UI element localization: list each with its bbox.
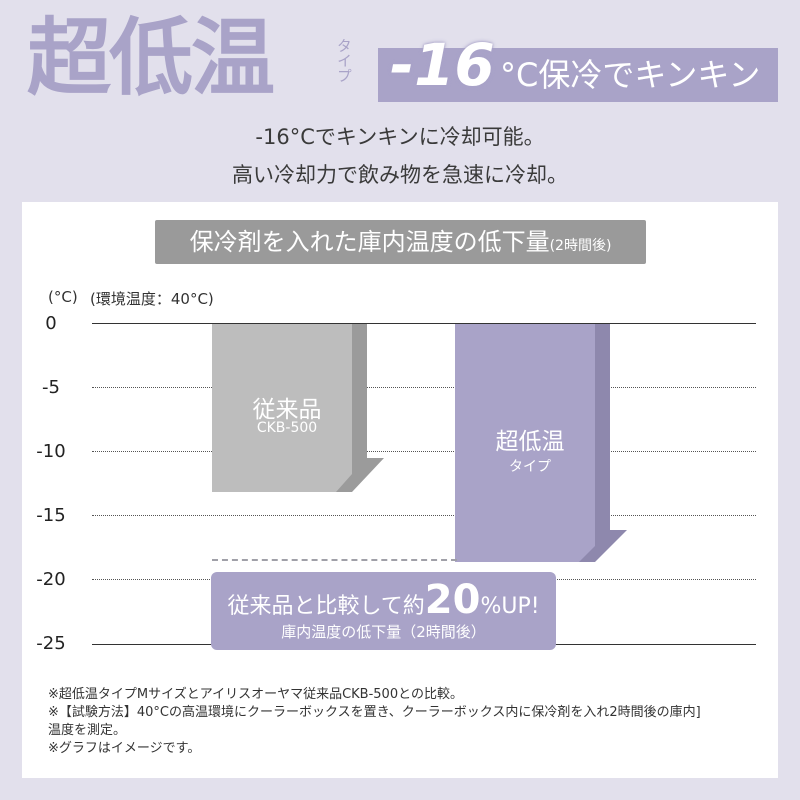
bar-label: 従来品 xyxy=(252,397,322,423)
comparison-callout: 従来品と比較して約20%UP! 庫内温度の低下量（2時間後） xyxy=(211,572,556,650)
bar-ultra-low: 超低温 タイプ xyxy=(455,324,627,562)
callout-number: 20 xyxy=(424,577,481,623)
gridline xyxy=(92,515,756,516)
bar-sublabel: タイプ xyxy=(509,459,551,475)
gridline xyxy=(92,451,756,452)
product-title-suffix: タイプ xyxy=(335,38,353,83)
y-tick: -10 xyxy=(36,441,66,462)
tagline-line1: -16°Cでキンキンに冷却可能。 xyxy=(255,125,545,149)
y-tick: 0 xyxy=(45,313,57,334)
bar-conventional: 従来品 CKB-500 xyxy=(212,324,384,492)
y-tick: -5 xyxy=(42,377,60,398)
footnotes: ※超低温タイプMサイズとアイリスオーヤマ従来品CKB-500との比較。 ※【試験… xyxy=(48,686,701,758)
chart-title: 保冷剤を入れた庫内温度の低下量(2時間後) xyxy=(155,220,646,264)
callout-prefix: 従来品と比較して約 xyxy=(227,594,425,619)
chart-panel xyxy=(22,202,778,778)
gridline xyxy=(92,387,756,388)
y-tick: -20 xyxy=(36,569,66,590)
arrow-down-icon xyxy=(455,324,627,562)
footnote: ※グラフはイメージです。 xyxy=(48,741,201,756)
callout-suffix: %UP! xyxy=(480,594,540,619)
bar-label: 超低温 xyxy=(495,429,565,455)
callout-headline: 従来品と比較して約20%UP! xyxy=(211,580,556,625)
footnote: ※超低温タイプMサイズとアイリスオーヤマ従来品CKB-500との比較。 xyxy=(48,687,463,702)
footnote: ※【試験方法】40°Cの高温環境にクーラーボックスを置き、クーラーボックス内に保… xyxy=(48,705,701,720)
gridline-0 xyxy=(92,323,756,324)
arrow-down-icon xyxy=(212,324,384,492)
comparison-dashed-line xyxy=(212,559,457,561)
bar-sublabel: CKB-500 xyxy=(256,420,318,436)
badge-number: -16 xyxy=(390,31,495,99)
tagline-line2: 高い冷却力で飲み物を急速に冷却。 xyxy=(232,163,568,187)
chart-title-note: (2時間後) xyxy=(549,238,612,254)
environment-temp-note: (環境温度：40°C) xyxy=(90,290,214,308)
y-axis-unit: (°C) xyxy=(48,288,78,306)
temperature-badge: -16 °C保冷でキンキン xyxy=(378,31,778,102)
product-title: 超低温 xyxy=(27,9,275,107)
badge-text: °C保冷でキンキン xyxy=(500,56,761,94)
callout-subtext: 庫内温度の低下量（2時間後） xyxy=(281,623,486,641)
y-tick: -25 xyxy=(36,633,66,654)
chart-title-text: 保冷剤を入れた庫内温度の低下量 xyxy=(189,228,550,256)
y-tick: -15 xyxy=(36,505,66,526)
footnote: 温度を測定。 xyxy=(48,723,127,738)
